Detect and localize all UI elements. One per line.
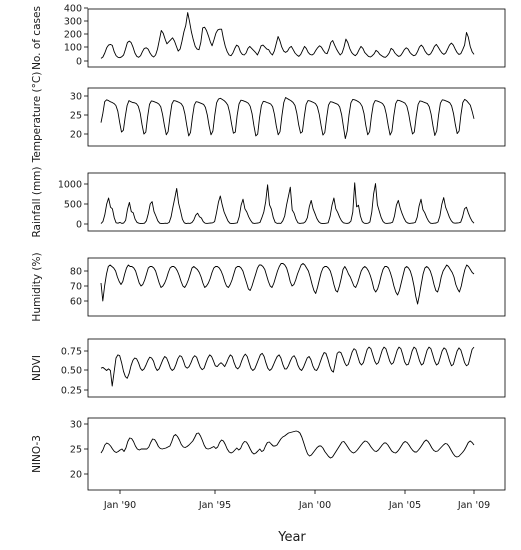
cases-y-tick-label: 300 <box>64 16 82 27</box>
cases-y-axis-label: No. of cases <box>31 6 43 70</box>
ndvi-y-axis-label: NDVI <box>31 355 43 381</box>
rainfall-panel-frame <box>87 172 506 232</box>
ndvi-panel-frame <box>87 338 506 398</box>
nino3-y-tick-label: 20 <box>70 469 82 480</box>
humidity-y-tick-label: 70 <box>70 281 82 292</box>
nino3-y-axis-label: NINO-3 <box>31 435 43 473</box>
temperature-series-line <box>100 97 475 140</box>
x-tick-label: Jan '00 <box>298 500 331 511</box>
cases-y-tick-label: 100 <box>64 42 82 53</box>
humidity-y-tick-label: 60 <box>70 296 82 307</box>
nino3-y-tick-label: 25 <box>70 444 82 455</box>
ndvi-y-tick-label: 0.25 <box>61 385 82 396</box>
ndvi-series-line <box>100 346 475 387</box>
humidity-y-tick-label: 80 <box>70 266 82 277</box>
temperature-y-tick-label: 20 <box>70 129 82 140</box>
nino3-y-tick-label: 30 <box>70 419 82 430</box>
cases-series-line <box>100 12 475 59</box>
x-tick-label: Jan '95 <box>198 500 231 511</box>
rainfall-y-axis-label: Rainfall (mm) <box>31 166 43 237</box>
temperature-y-tick-label: 30 <box>70 91 82 102</box>
cases-y-tick-label: 400 <box>64 3 82 14</box>
rainfall-y-tick-label: 0 <box>76 219 82 230</box>
nino3-panel-frame <box>87 417 506 491</box>
temperature-y-tick-label: 25 <box>70 110 82 121</box>
cases-y-tick-label: 0 <box>76 56 82 67</box>
temperature-y-axis-label: Temperature (°C) <box>31 72 43 164</box>
x-tick-label: Jan '90 <box>103 500 136 511</box>
cases-y-tick-label: 200 <box>64 29 82 40</box>
ndvi-y-tick-label: 0.75 <box>61 346 82 357</box>
ndvi-y-tick-label: 0.50 <box>61 365 82 376</box>
x-axis-title: Year <box>277 530 306 545</box>
humidity-y-axis-label: Humidity (%) <box>31 252 43 321</box>
cases-panel-frame <box>87 8 506 68</box>
nino3-series-line <box>100 430 475 459</box>
humidity-panel-frame <box>87 257 506 317</box>
x-tick-label: Jan '05 <box>388 500 421 511</box>
rainfall-y-tick-label: 500 <box>64 199 82 210</box>
x-tick-label: Jan '09 <box>457 500 490 511</box>
temperature-panel-frame <box>87 87 506 147</box>
humidity-series-line <box>100 263 475 305</box>
rainfall-y-tick-label: 1000 <box>58 179 82 190</box>
rainfall-series-line <box>100 182 475 225</box>
